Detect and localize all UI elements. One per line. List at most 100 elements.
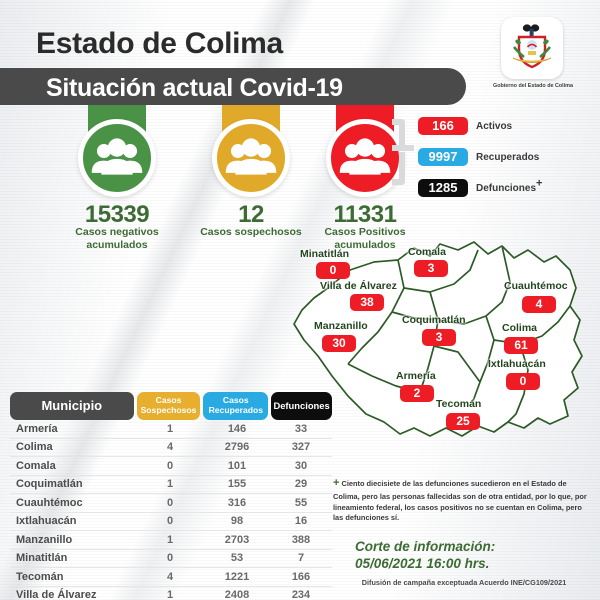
column-header-sospechosos-l2: Sospechosos (140, 405, 197, 415)
table-row: Tecomán 4 1221 166 (10, 568, 332, 587)
cell-sospechosos: 0 (166, 496, 174, 509)
footnote-text: Ciento diecisiete de las defunciones suc… (333, 479, 587, 523)
cutoff-line1: Corte de información: (355, 539, 496, 554)
map-label-comala: Comala (408, 246, 446, 258)
map-value-coquimatlan: 3 (422, 329, 456, 346)
footnote-marker: + (333, 477, 340, 489)
map-label-colima: Colima (502, 322, 538, 334)
badge-defunciones-label: Defunciones+ (476, 178, 542, 194)
map-value-comala: 3 (414, 260, 448, 277)
badge-defunciones-dagger: + (536, 177, 543, 190)
map-label-coquimatlan: Coquimatlán (402, 314, 466, 326)
badge-activos-label: Activos (476, 121, 513, 132)
map-value-minatitlan: 0 (316, 262, 350, 279)
cell-recuperados: 146 (227, 422, 247, 435)
cell-municipio: Villa de Álvarez (16, 589, 97, 600)
cell-municipio: Minatitlán (16, 552, 68, 565)
map-label-manzanillo: Manzanillo (314, 320, 368, 332)
stat-value-negativos: 15339 (84, 201, 150, 228)
cell-sospechosos: 0 (166, 552, 174, 565)
stat-circle-sospechosos (212, 119, 290, 197)
cell-recuperados: 155 (227, 478, 247, 491)
cutoff-line2: 05/06/2021 16:00 hrs. (355, 555, 490, 571)
stat-label-negativos-l2: acumulados (86, 239, 148, 252)
cell-defunciones: 234 (291, 589, 311, 600)
map-label-villa-de-alvarez: Villa de Álvarez (320, 280, 397, 292)
map-value-cuauhtemoc: 4 (522, 296, 556, 313)
people-group-icon (225, 138, 277, 175)
stat-circle-negativos (78, 119, 156, 197)
cell-sospechosos: 4 (166, 441, 174, 454)
table-row: Cuauhtémoc 0 316 55 (10, 494, 332, 513)
cutoff-info: Corte de información: 05/06/2021 16:00 h… (355, 539, 595, 573)
cell-sospechosos: 1 (166, 422, 174, 435)
table-row: Villa de Álvarez 1 2408 234 (10, 587, 332, 600)
stat-label-sospechosos-l1: Casos sospechosos (200, 226, 302, 238)
stat-label-positivos-l2: acumulados (334, 239, 396, 252)
column-header-sospechosos-l1: Casos (155, 395, 182, 406)
table-header-row: Municipio Casos Sospechosos Casos Recupera… (10, 392, 332, 420)
stat-value-sospechosos: 12 (238, 201, 264, 228)
campaign-disclaimer: Difusión de campaña exceptuada Acuerdo I… (361, 578, 567, 587)
cell-recuperados: 2703 (224, 533, 250, 546)
map-label-ixtlahuacan: Ixtlahuacán (488, 358, 546, 370)
cell-municipio: Colima (16, 441, 53, 454)
map-value-tecoman: 25 (446, 413, 480, 430)
stat-label-negativos: Casos negativos acumulados (42, 226, 192, 252)
cell-sospechosos: 0 (166, 459, 174, 472)
cell-defunciones: 388 (291, 533, 311, 546)
badge-recuperados-value: 9997 (418, 148, 468, 166)
cell-municipio: Armería (16, 422, 58, 435)
cell-sospechosos: 1 (166, 533, 174, 546)
badge-defunciones-value: 1285 (418, 179, 468, 197)
stat-label-positivos: Casos Positivos acumulados (290, 226, 440, 252)
stat-circle-positivos (326, 119, 404, 197)
cell-municipio: Coquimatlán (16, 478, 83, 491)
map-label-cuauhtemoc: Cuauhtémoc (504, 280, 568, 292)
cell-municipio: Ixtlahuacán (16, 515, 77, 528)
cell-sospechosos: 4 (166, 570, 174, 583)
bracket-connector-icon (392, 119, 414, 185)
table-row: Manzanillo 1 2703 388 (10, 531, 332, 550)
map-value-ixtlahuacan: 0 (506, 373, 540, 390)
cell-sospechosos: 1 (166, 589, 174, 600)
cell-recuperados: 98 (230, 515, 244, 528)
cell-recuperados: 101 (227, 459, 247, 472)
cell-defunciones: 29 (294, 478, 308, 491)
government-logo (501, 17, 563, 79)
cell-recuperados: 2408 (224, 589, 250, 600)
cell-municipio: Manzanillo (16, 533, 73, 546)
cell-defunciones: 7 (297, 552, 305, 565)
cell-defunciones: 55 (294, 496, 308, 509)
map-label-armeria: Armería (396, 370, 436, 382)
footnote: + Ciento diecisiete de las defunciones s… (333, 476, 591, 524)
cell-defunciones: 16 (294, 515, 308, 528)
badge-defunciones-text: Defunciones (476, 183, 537, 194)
map-label-minatitlan: Minatitlán (300, 248, 349, 260)
cell-defunciones: 166 (291, 570, 311, 583)
table-row: Coquimatlán 1 155 29 (10, 476, 332, 494)
map-value-manzanillo: 30 (322, 335, 356, 352)
stat-value-positivos: 11331 (333, 201, 397, 228)
cell-recuperados: 1221 (224, 570, 250, 583)
cell-recuperados: 53 (230, 552, 244, 565)
column-header-defunciones: Defunciones (271, 392, 332, 420)
cell-municipio: Tecomán (16, 570, 64, 583)
column-header-municipio: Municipio (10, 392, 134, 420)
page-subtitle: Situación actual Covid-19 (46, 74, 343, 102)
badge-activos-value: 166 (418, 117, 468, 135)
table-row: Ixtlahuacán 0 98 16 (10, 513, 332, 531)
map-value-armeria: 2 (400, 385, 434, 402)
cell-defunciones: 30 (294, 459, 308, 472)
stat-label-negativos-l1: Casos negativos (75, 226, 159, 238)
column-header-recuperados-l1: Casos (222, 395, 249, 406)
table-row: Minatitlán 0 53 7 (10, 550, 332, 568)
stat-label-sospechosos: Casos sospechosos (176, 226, 326, 239)
column-header-sospechosos: Casos Sospechosos (136, 392, 201, 420)
cell-defunciones: 327 (291, 441, 311, 454)
cell-municipio: Cuauhtémoc (16, 496, 83, 509)
map-value-colima: 61 (504, 337, 538, 354)
table-body: Armería 1 146 33 Colima 4 2796 327 Comala 0 101 30 C… (10, 420, 332, 600)
map-value-villa-de-alvarez: 38 (350, 294, 384, 311)
